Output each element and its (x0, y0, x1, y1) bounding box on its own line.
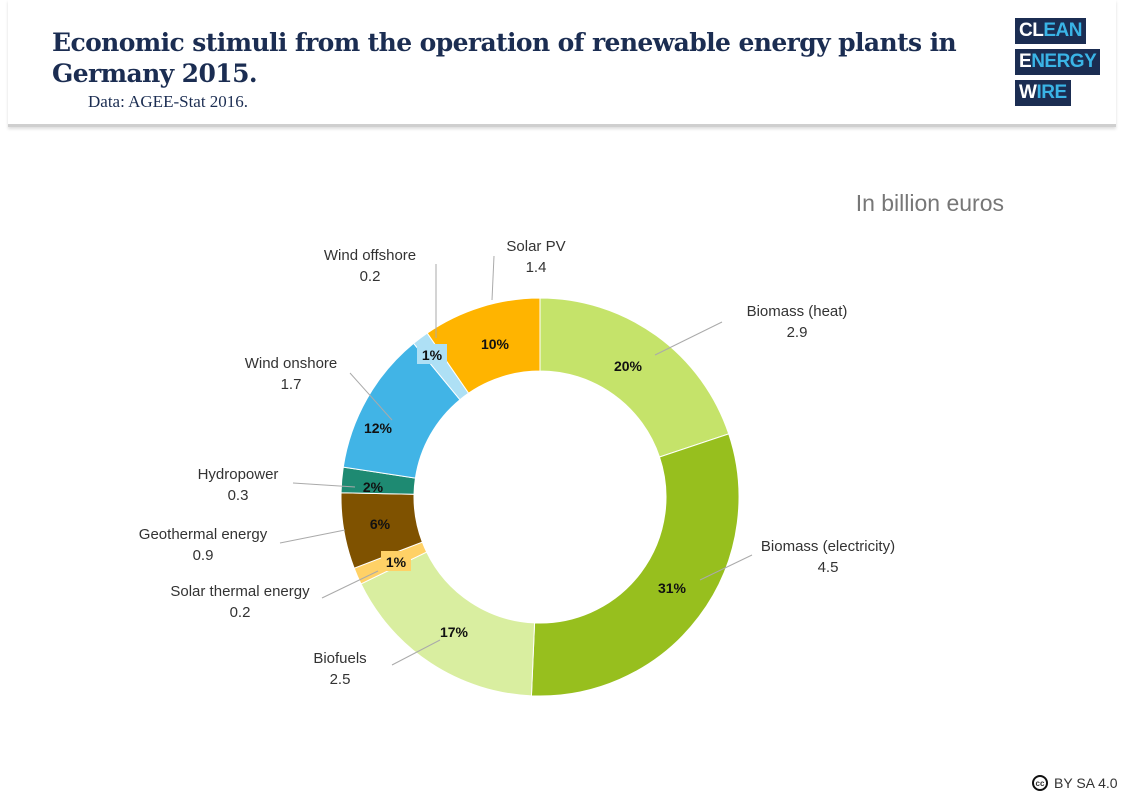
leader-line (654, 321, 723, 356)
leader-line (321, 570, 379, 599)
slice-label: Biomass (heat) (747, 303, 848, 320)
license-text: BY SA 4.0 (1054, 775, 1118, 791)
slice-value: 0.3 (228, 487, 249, 504)
header (8, 0, 1116, 127)
slice-label: Biofuels (313, 650, 366, 667)
slice-label: Wind onshore (245, 355, 338, 372)
slice-solar-pv (426, 297, 541, 394)
slice-value: 1.7 (281, 376, 302, 393)
slice-value: 0.9 (193, 547, 214, 564)
clean-energy-wire-logo: CLEAN ENERGY WIRE (1015, 18, 1101, 111)
percent-label-bg (381, 551, 411, 571)
percent-label: 10% (481, 336, 510, 352)
slice-label: Solar PV (506, 238, 565, 255)
leader-line (391, 639, 441, 666)
slice-label: Hydropower (198, 466, 279, 483)
slice-value: 2.5 (330, 671, 351, 688)
slice-value: 2.9 (787, 324, 808, 341)
leader-line (292, 482, 356, 488)
chart-title: Economic stimuli from the operation of r… (52, 28, 957, 88)
slice-label: Solar thermal energy (170, 583, 310, 600)
percent-label: 17% (440, 624, 469, 640)
percent-label: 6% (370, 516, 391, 532)
leader-line (279, 529, 346, 544)
percent-label: 2% (363, 479, 384, 495)
percent-label: 20% (614, 358, 643, 374)
slice-value: 4.5 (818, 559, 839, 576)
slice-label: Wind offshore (324, 247, 416, 264)
slice-label: Geothermal energy (139, 526, 268, 543)
percent-label: 31% (658, 580, 687, 596)
percent-label: 1% (386, 554, 407, 570)
slice-label: Biomass (electricity) (761, 538, 895, 555)
slice-value: 1.4 (526, 259, 547, 276)
leader-line (491, 255, 495, 301)
percent-label-bg (417, 344, 447, 364)
unit-label: In billion euros (855, 190, 1004, 216)
slice-biomass-electricity- (530, 433, 740, 697)
creative-commons-icon: cc (1032, 775, 1048, 791)
slice-value: 0.2 (230, 604, 251, 621)
slice-biomass-heat- (539, 297, 730, 458)
leader-line (699, 554, 753, 581)
chart-subtitle: Data: AGEE-Stat 2016. (88, 92, 249, 111)
slice-value: 0.2 (360, 268, 381, 285)
percent-label: 12% (364, 420, 393, 436)
leader-line (349, 372, 393, 421)
percent-label: 1% (422, 347, 443, 363)
license: cc BY SA 4.0 (1032, 775, 1118, 791)
